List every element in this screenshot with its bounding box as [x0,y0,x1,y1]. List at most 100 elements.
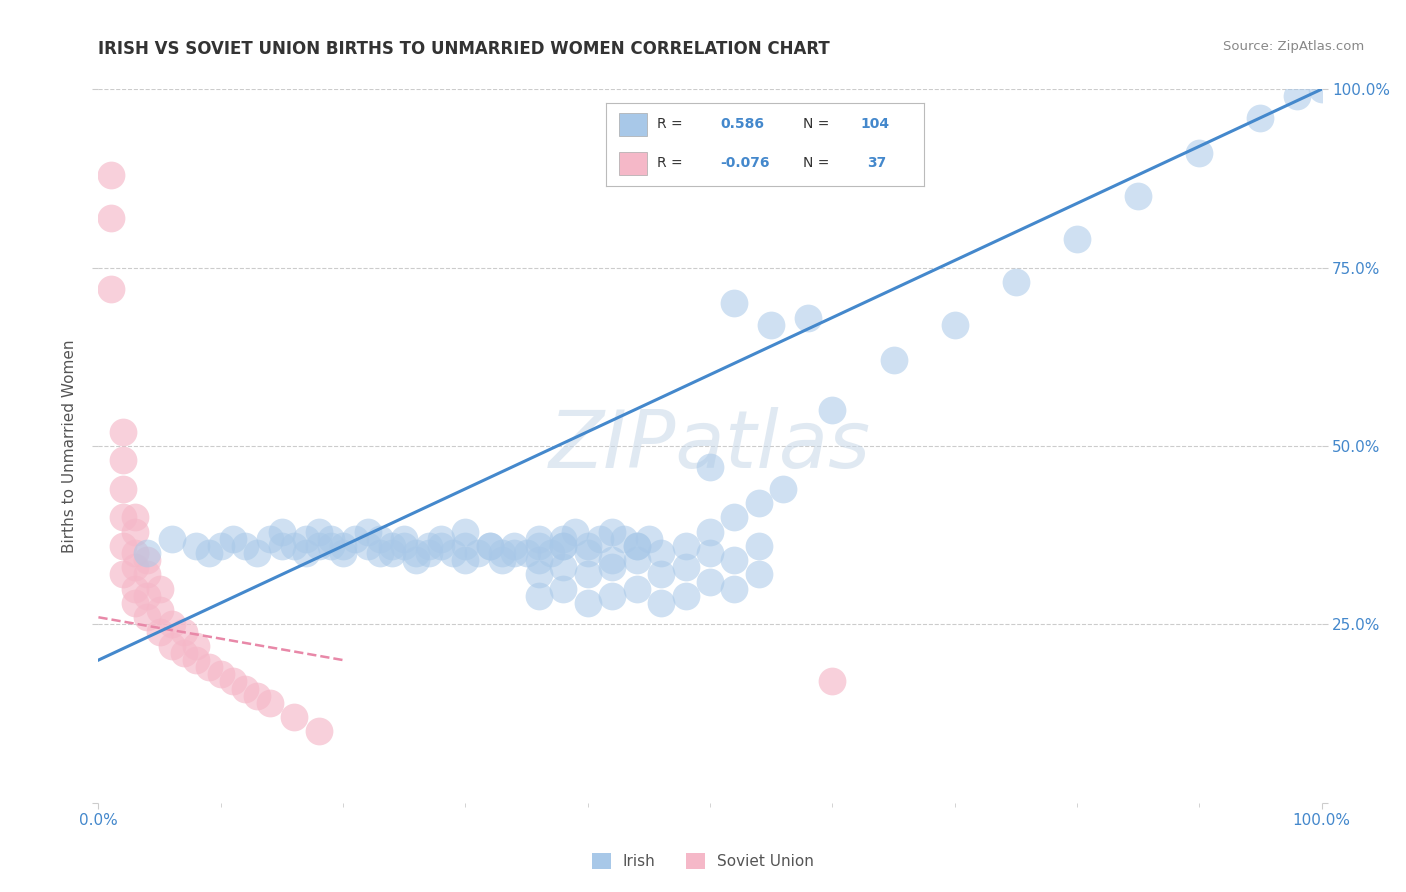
Point [344,532,367,546]
Point [233,681,256,696]
Point [1004,275,1026,289]
Point [259,696,281,710]
Point [600,524,623,539]
Point [418,546,440,560]
Point [553,532,575,546]
Point [173,646,195,660]
Point [1128,189,1150,203]
Point [748,567,770,582]
Point [111,539,134,553]
Point [576,567,599,582]
Point [270,524,294,539]
Point [478,539,501,553]
Point [1188,146,1211,161]
Point [723,553,745,567]
Point [454,553,477,567]
Point [319,532,342,546]
Text: Source: ZipAtlas.com: Source: ZipAtlas.com [1223,40,1364,54]
Point [699,524,721,539]
Point [540,546,562,560]
Point [149,603,172,617]
Point [332,546,354,560]
Point [637,532,661,546]
Point [699,546,721,560]
Point [233,539,256,553]
Point [332,539,354,553]
Point [197,546,219,560]
Point [392,532,416,546]
Point [613,532,636,546]
Point [319,539,342,553]
Point [626,539,648,553]
Point [111,453,134,467]
Point [650,567,672,582]
Point [430,532,453,546]
Point [821,674,844,689]
Point [149,624,172,639]
Point [283,539,305,553]
Point [368,532,391,546]
Point [124,560,146,574]
Point [124,546,146,560]
Point [650,596,672,610]
Point [576,596,599,610]
Point [308,724,330,739]
Point [527,567,550,582]
Point [626,553,648,567]
Point [626,582,648,596]
Point [564,524,586,539]
Point [675,560,697,574]
Point [576,539,599,553]
Point [136,610,159,624]
Point [246,546,269,560]
Point [527,553,550,567]
Point [259,532,281,546]
Point [124,582,146,596]
Point [1066,232,1088,246]
Point [441,546,464,560]
Point [392,539,416,553]
Point [111,482,134,496]
Point [748,496,770,510]
Point [222,532,245,546]
Point [418,539,440,553]
Point [723,296,745,310]
Point [100,168,122,182]
Point [405,546,427,560]
Point [1249,111,1271,125]
Y-axis label: Births to Unmarried Women: Births to Unmarried Women [62,339,77,553]
Point [381,539,404,553]
Point [186,639,208,653]
Point [124,596,146,610]
Point [650,546,672,560]
Point [209,539,232,553]
Point [209,667,232,681]
Point [136,567,159,582]
Point [797,310,820,325]
Point [761,318,783,332]
Point [100,282,122,296]
Point [124,510,146,524]
Point [723,582,745,596]
Point [136,553,159,567]
Legend: Irish, Soviet Union: Irish, Soviet Union [586,847,820,875]
Point [111,567,134,582]
Point [160,532,183,546]
Point [356,539,378,553]
Point [430,539,453,553]
Point [197,660,219,674]
Point [160,617,183,632]
Point [821,403,844,417]
Point [527,539,550,553]
Point [111,425,134,439]
Point [626,539,648,553]
Point [699,460,721,475]
Point [381,546,404,560]
Point [503,539,526,553]
Point [124,524,146,539]
Point [943,318,966,332]
Point [454,524,477,539]
Point [308,524,330,539]
Point [883,353,905,368]
Point [111,510,134,524]
